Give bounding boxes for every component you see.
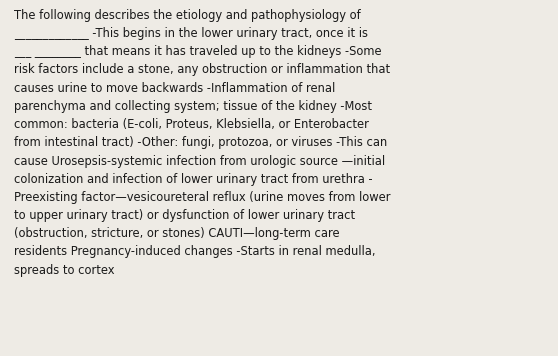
Text: The following describes the etiology and pathophysiology of
_____________ -This : The following describes the etiology and…	[14, 9, 391, 277]
